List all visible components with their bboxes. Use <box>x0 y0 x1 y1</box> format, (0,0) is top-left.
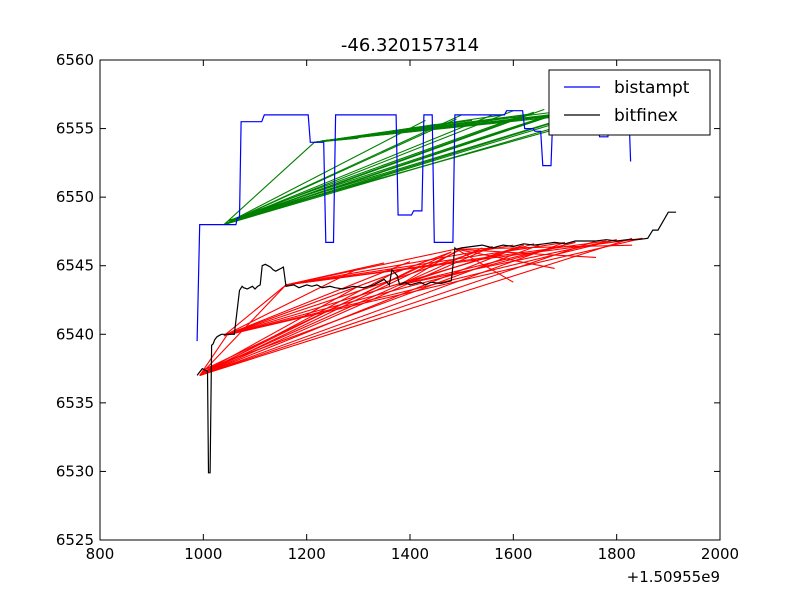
red-connectors-segment <box>399 239 617 286</box>
red-connectors-segment <box>456 244 633 250</box>
x-tick-label: 2000 <box>701 545 739 563</box>
red-connectors-segment <box>203 244 540 371</box>
x-offset-label: +1.50955e9 <box>627 568 720 586</box>
red-connectors-segment <box>223 237 643 337</box>
green-connectors-segment <box>228 114 524 221</box>
red-connectors-segment <box>223 239 617 337</box>
red-connectors-segment <box>199 335 228 376</box>
red-connectors-segment <box>199 244 524 376</box>
y-tick-label: 6535 <box>56 394 94 412</box>
red-connectors-segment <box>223 261 411 337</box>
green-connectors-segment <box>223 107 607 226</box>
y-tick-label: 6530 <box>56 462 94 480</box>
ticks-layer: 800 1000 1200 1400 1600 1800 2000 6525 6530 6535 6… <box>56 51 739 563</box>
red-connectors-segment <box>285 247 462 286</box>
legend: bistampt bitfinex <box>548 69 711 136</box>
red-connectors-segment <box>285 244 514 286</box>
red-connectors-segment <box>399 247 462 286</box>
y-tick-label: 6550 <box>56 188 94 206</box>
legend-label-bitfinex: bitfinex <box>614 106 678 126</box>
x-tick-label: 1400 <box>391 545 429 563</box>
red-connectors-segment <box>456 248 555 269</box>
red-connectors-segment <box>203 251 452 371</box>
y-tick-label: 6545 <box>56 257 94 275</box>
red-connectors-segment <box>199 246 493 376</box>
y-tick-label: 6540 <box>56 325 94 343</box>
series-line-bitfinex <box>196 211 677 474</box>
red-connectors-segment <box>199 237 633 376</box>
red-connectors-segment <box>223 284 287 337</box>
x-tick-label: 1000 <box>184 545 222 563</box>
green-connectors-segment <box>226 114 462 224</box>
red-connectors-segment <box>456 248 514 283</box>
red-connectors-segment <box>223 267 359 337</box>
red-connectors-segment <box>223 245 493 337</box>
green-connectors-segment <box>229 111 586 221</box>
red-connectors-segment <box>202 247 483 374</box>
legend-box <box>548 69 711 136</box>
x-tick-label: 1800 <box>598 545 636 563</box>
red-connectors-segment <box>456 248 597 259</box>
x-tick-label: 800 <box>86 545 115 563</box>
y-tick-label: 6560 <box>56 51 94 69</box>
x-tick-label: 1200 <box>288 545 326 563</box>
x-tick-label: 1600 <box>494 545 532 563</box>
red-connectors-segment <box>285 241 566 286</box>
red-connectors-segment <box>399 241 576 286</box>
y-tick-label: 6555 <box>56 120 94 138</box>
chart-title: -46.320157314 <box>341 35 479 56</box>
green-connectors-segment <box>228 112 555 221</box>
y-tick-label: 6525 <box>56 531 94 549</box>
red-connectors-segment <box>223 241 576 337</box>
legend-label-bistampt: bistampt <box>614 78 690 98</box>
axes-frame <box>99 59 721 541</box>
red-connectors-segment <box>199 241 566 376</box>
